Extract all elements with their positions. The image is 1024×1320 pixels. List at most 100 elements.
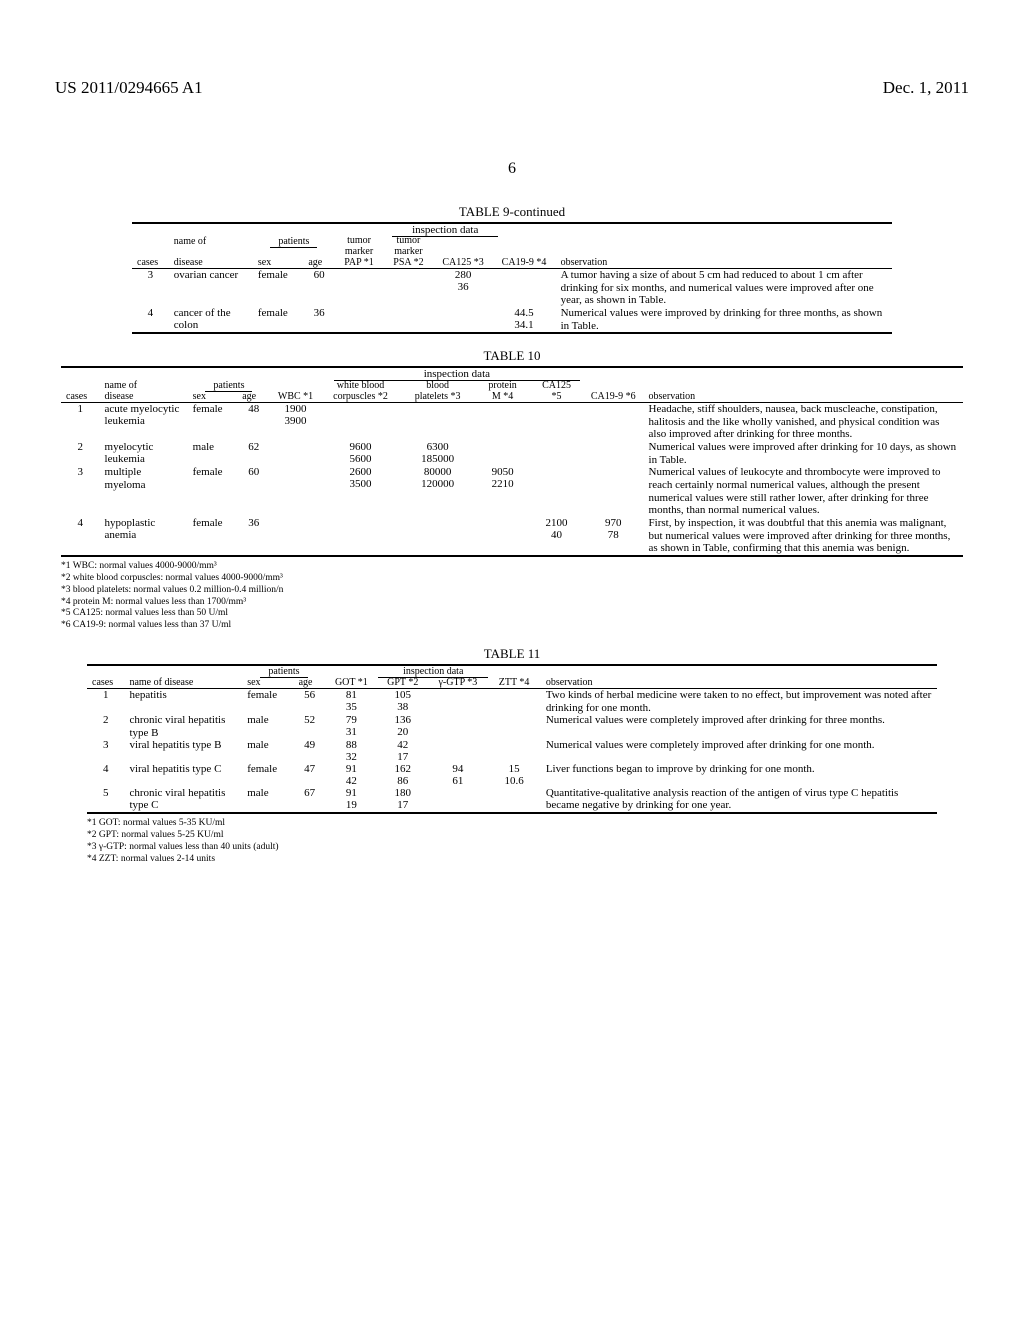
table-cell: 97078 bbox=[583, 517, 644, 556]
table-cell: Numerical values were improved by drinki… bbox=[556, 307, 892, 333]
table-cell: 210040 bbox=[530, 517, 583, 556]
table-cell: 3 bbox=[61, 466, 100, 517]
table-cell: 60 bbox=[303, 269, 335, 307]
table-cell: 8832 bbox=[326, 739, 377, 763]
table-cell: female bbox=[253, 269, 303, 307]
table-cell: 1 bbox=[61, 403, 100, 441]
table-cell: 62 bbox=[237, 441, 270, 466]
t9-h-pap: PAP *1 bbox=[335, 257, 383, 269]
table-cell: Numerical values of leukocyte and thromb… bbox=[644, 466, 963, 517]
t10-h-age: age bbox=[237, 391, 270, 403]
table-cell: 52 bbox=[294, 714, 326, 738]
table-cell: 60 bbox=[237, 466, 270, 517]
table-cell: 10538 bbox=[377, 689, 428, 715]
t9-h-cases: cases bbox=[132, 257, 169, 269]
table11-caption: TABLE 11 bbox=[55, 646, 969, 662]
table-cell: female bbox=[242, 763, 293, 787]
table-cell: male bbox=[242, 714, 293, 738]
table-cell: 90502210 bbox=[475, 466, 530, 517]
t11-h-gpt: GPT *2 bbox=[377, 677, 428, 689]
table-cell: 36 bbox=[237, 517, 270, 556]
t11-h-age: age bbox=[294, 677, 326, 689]
t9-h-sex: sex bbox=[253, 257, 303, 269]
table-cell: Numerical values were completely improve… bbox=[541, 714, 937, 738]
table9: inspection data name of patients tumor m… bbox=[132, 222, 892, 334]
table-cell: 9119 bbox=[326, 787, 377, 813]
table-cell: viral hepatitis type B bbox=[124, 739, 242, 763]
table-cell: female bbox=[188, 517, 238, 556]
t9-h-ca19: CA19-9 *4 bbox=[493, 257, 556, 269]
table-cell: male bbox=[188, 441, 238, 466]
table-cell: 2 bbox=[87, 714, 124, 738]
table-cell: ovarian cancer bbox=[169, 269, 253, 307]
table-cell: myelocytic leukemia bbox=[100, 441, 188, 466]
table10-footnotes: *1 WBC: normal values 4000-9000/mm³ *2 w… bbox=[61, 561, 963, 632]
table11: patients inspection data cases name of d… bbox=[87, 664, 937, 814]
table-cell: Quantitative-qualitative analysis reacti… bbox=[541, 787, 937, 813]
table9-tumor-left: tumor marker bbox=[335, 236, 383, 257]
table-cell: 44.534.1 bbox=[493, 307, 556, 333]
table-cell: 3 bbox=[132, 269, 169, 307]
table-cell: male bbox=[242, 787, 293, 813]
table-cell: 5 bbox=[87, 787, 124, 813]
table9-tumor-right: tumor marker bbox=[383, 236, 433, 257]
t11-h-disease: name of disease bbox=[124, 677, 242, 689]
publication-number: US 2011/0294665 A1 bbox=[55, 78, 203, 98]
t11-h-ggtp: γ-GTP *3 bbox=[428, 677, 487, 689]
t10-h-sex: sex bbox=[188, 391, 238, 403]
table-cell: 18017 bbox=[377, 787, 428, 813]
table10: inspection data name of patients white b… bbox=[61, 366, 963, 557]
table-cell: hepatitis bbox=[124, 689, 242, 715]
t11-h-ztt: ZTT *4 bbox=[487, 677, 541, 689]
table-cell: A tumor having a size of about 5 cm had … bbox=[556, 269, 892, 307]
t9-h-age: age bbox=[303, 257, 335, 269]
t10-h-cases: cases bbox=[61, 391, 100, 403]
table-cell: Liver functions began to improve by drin… bbox=[541, 763, 937, 787]
table-cell: 1510.6 bbox=[487, 763, 541, 787]
table-cell: 49 bbox=[294, 739, 326, 763]
table-cell: 9461 bbox=[428, 763, 487, 787]
publication-date: Dec. 1, 2011 bbox=[883, 78, 969, 98]
table-cell: 1 bbox=[87, 689, 124, 715]
t11-h-sex: sex bbox=[242, 677, 293, 689]
t11-h-got: GOT *1 bbox=[326, 677, 377, 689]
t10-h-ca19: CA19-9 *6 bbox=[583, 391, 644, 403]
table-cell: 7931 bbox=[326, 714, 377, 738]
table-cell: 56 bbox=[294, 689, 326, 715]
table-cell: Numerical values were improved after dri… bbox=[644, 441, 963, 466]
table-cell: 48 bbox=[237, 403, 270, 441]
table-cell: 4217 bbox=[377, 739, 428, 763]
table-cell: 67 bbox=[294, 787, 326, 813]
table-cell: 6300185000 bbox=[400, 441, 475, 466]
table-cell: multiple myeloma bbox=[100, 466, 188, 517]
table-cell: chronic viral hepatitis type B bbox=[124, 714, 242, 738]
table-cell: Headache, stiff shoulders, nausea, back … bbox=[644, 403, 963, 441]
t9-h-psa: PSA *2 bbox=[383, 257, 433, 269]
table-cell: male bbox=[242, 739, 293, 763]
table-cell: 8135 bbox=[326, 689, 377, 715]
table9-patients-hdr: patients bbox=[270, 236, 317, 248]
table11-footnotes: *1 GOT: normal values 5-35 KU/ml *2 GPT:… bbox=[87, 818, 937, 866]
t9-h-ca125: CA125 *3 bbox=[434, 257, 493, 269]
table-cell: 4 bbox=[87, 763, 124, 787]
table-cell: chronic viral hepatitis type C bbox=[124, 787, 242, 813]
page-number: 6 bbox=[0, 160, 1024, 178]
table-cell: 4 bbox=[61, 517, 100, 556]
table-cell: female bbox=[188, 403, 238, 441]
t11-h-cases: cases bbox=[87, 677, 124, 689]
table-cell: 80000120000 bbox=[400, 466, 475, 517]
table-cell: Two kinds of herbal medicine were taken … bbox=[541, 689, 937, 715]
t11-h-obs: observation bbox=[541, 677, 937, 689]
table-cell: acute myelocytic leukemia bbox=[100, 403, 188, 441]
table-cell: female bbox=[242, 689, 293, 715]
table-cell: 9142 bbox=[326, 763, 377, 787]
table-cell: hypoplastic anemia bbox=[100, 517, 188, 556]
table9-caption: TABLE 9-continued bbox=[55, 204, 969, 220]
table-cell: 2 bbox=[61, 441, 100, 466]
table-cell: 16286 bbox=[377, 763, 428, 787]
table-cell: 28036 bbox=[434, 269, 493, 307]
table-cell: female bbox=[188, 466, 238, 517]
table-cell: 4 bbox=[132, 307, 169, 333]
table10-caption: TABLE 10 bbox=[55, 348, 969, 364]
table-cell: 47 bbox=[294, 763, 326, 787]
